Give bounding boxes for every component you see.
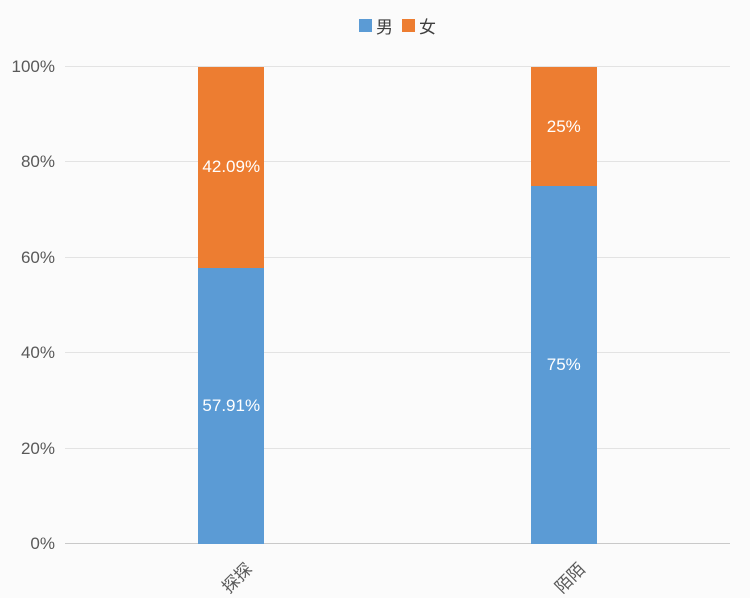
gridline — [65, 447, 730, 449]
legend-label-female: 女 — [419, 18, 436, 37]
y-axis-tick-label: 80% — [20, 152, 55, 172]
legend-item-female: 女 — [402, 13, 436, 38]
bar-segment-male: 75% — [530, 186, 597, 544]
bar-0: 42.09% 57.91% — [198, 67, 265, 544]
y-axis-tick-label: 40% — [20, 343, 55, 363]
legend-swatch-female — [402, 19, 415, 32]
x-axis-label: 探探 — [218, 559, 257, 598]
data-label-male: 57.91% — [202, 395, 261, 415]
data-label-male: 75% — [546, 355, 581, 375]
plot-area: 0% 20% 40% 60% 80% 100% 42.09% 57.91% 探探 25% 75% 陌陌 — [12, 57, 730, 597]
gridline — [65, 66, 730, 67]
bar-segment-female: 42.09% — [198, 67, 265, 268]
legend-item-male: 男 — [359, 13, 393, 38]
y-axis-tick-label: 0% — [30, 534, 55, 553]
y-axis-tick-label: 100% — [11, 57, 55, 76]
gridline — [65, 352, 730, 354]
legend-label-male: 男 — [376, 18, 393, 37]
gridline — [65, 256, 730, 258]
gridline — [65, 161, 730, 163]
legend: 男 女 — [65, 13, 730, 38]
x-axis-label: 陌陌 — [551, 559, 589, 598]
legend-swatch-male — [359, 19, 372, 32]
bar-1: 25% 75% — [530, 67, 597, 544]
x-axis-line — [65, 543, 730, 544]
bar-segment-male: 57.91% — [198, 267, 265, 544]
y-axis-tick-label: 20% — [20, 438, 55, 458]
data-label-female: 42.09% — [202, 157, 261, 177]
y-axis-tick-label: 60% — [20, 247, 55, 267]
data-label-female: 25% — [546, 116, 581, 136]
bar-segment-female: 25% — [530, 67, 597, 187]
